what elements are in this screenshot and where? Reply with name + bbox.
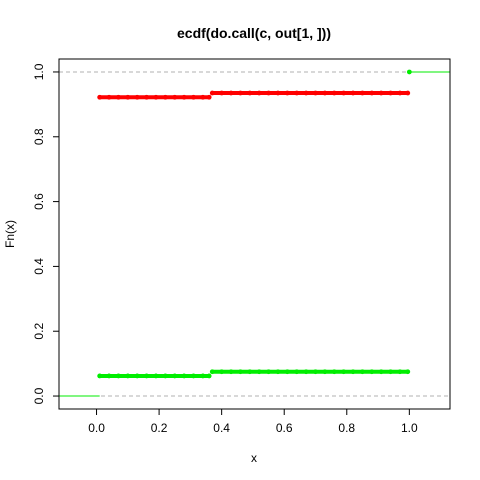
- series-green-point-16: [238, 369, 243, 375]
- series-green-point-27: [341, 369, 347, 375]
- series-layer: [97, 69, 412, 379]
- series-green-point-13: [209, 369, 215, 375]
- x-tick-label-0: 0.0: [88, 421, 105, 435]
- series-green-point-6: [153, 373, 159, 379]
- series-red-point-3: [125, 94, 131, 100]
- series-green-point-12: [206, 373, 212, 379]
- series-green-point-32: [388, 369, 393, 375]
- y-tick-label-3: 0.6: [32, 193, 46, 210]
- series-green-point-0: [97, 373, 103, 379]
- series-red-point-15: [228, 90, 234, 96]
- series-red-point-20: [275, 90, 281, 96]
- series-green: [97, 69, 412, 379]
- series-green-point-8: [172, 373, 178, 379]
- series-red-point-28: [350, 90, 356, 96]
- series-red-point-17: [247, 90, 253, 96]
- series-green-point-1: [106, 373, 112, 379]
- reference-lines: [59, 71, 450, 397]
- series-green-point-14: [219, 369, 225, 375]
- series-red-point-24: [313, 90, 318, 96]
- series-red-point-33: [397, 90, 403, 96]
- series-red-point-16: [238, 90, 243, 96]
- series-green-point-18: [256, 369, 262, 375]
- series-red-point-11: [200, 94, 206, 100]
- series-red-point-25: [322, 90, 328, 96]
- series-green-point-2: [116, 373, 121, 379]
- series-green-point-9: [181, 373, 187, 379]
- series-green-point-10: [191, 373, 196, 379]
- series-green-point-28: [350, 369, 356, 375]
- series-red-point-4: [134, 94, 140, 100]
- series-green-point-30: [369, 369, 375, 375]
- series-green-point-34: [405, 369, 411, 375]
- series-red-point-29: [360, 90, 365, 96]
- series-red-point-30: [369, 90, 375, 96]
- series-red-point-8: [172, 94, 178, 100]
- series-red-point-34: [405, 90, 411, 96]
- x-axis: 0.0 0.2 0.4 0.6 0.8 1.0: [88, 409, 418, 435]
- series-green-point-33: [397, 369, 403, 375]
- series-red-point-0: [97, 94, 103, 100]
- series-green-point-11: [200, 373, 206, 379]
- series-red-point-23: [303, 90, 309, 96]
- series-green-point-23: [303, 369, 309, 375]
- series-green-point-15: [228, 369, 234, 375]
- series-red-point-1: [106, 94, 112, 100]
- y-tick-label-5: 1.0: [32, 63, 46, 80]
- x-tick-label-4: 0.8: [338, 421, 355, 435]
- series-red-point-26: [331, 90, 337, 96]
- series-green-point-20: [275, 369, 281, 375]
- chart-title: ecdf(do.call(c, out[1, ])): [177, 25, 331, 41]
- x-tick-label-5: 1.0: [401, 421, 418, 435]
- series-red-point-18: [256, 90, 262, 96]
- series-red-point-5: [144, 94, 149, 100]
- series-red-point-27: [341, 90, 347, 96]
- x-tick-label-1: 0.2: [151, 421, 168, 435]
- y-axis-label: Fn(x): [3, 220, 17, 248]
- series-red: [97, 90, 411, 100]
- y-axis: 0.0 0.2 0.4 0.6 0.8 1.0: [32, 63, 59, 404]
- series-red-point-9: [181, 94, 187, 100]
- series-red-point-32: [388, 90, 393, 96]
- series-red-point-2: [116, 94, 121, 100]
- series-red-point-19: [266, 90, 271, 96]
- series-green-point-22: [294, 369, 300, 375]
- x-tick-label-2: 0.4: [213, 421, 230, 435]
- series-green-point-4: [134, 373, 140, 379]
- x-axis-label: x: [251, 451, 257, 465]
- series-green-point-3: [125, 373, 131, 379]
- series-green-point-29: [360, 369, 365, 375]
- series-red-point-13: [209, 90, 215, 96]
- x-tick-label-3: 0.6: [276, 421, 293, 435]
- series-green-point-25: [322, 369, 328, 375]
- series-green-point-24: [313, 369, 318, 375]
- y-tick-label-4: 0.8: [32, 128, 46, 145]
- series-red-point-22: [294, 90, 300, 96]
- ecdf-tails: [59, 71, 450, 397]
- plot-frame: [58, 58, 451, 410]
- series-red-point-21: [284, 90, 290, 96]
- y-tick-label-2: 0.4: [32, 258, 46, 275]
- series-green-point-5: [144, 373, 149, 379]
- series-green-point-26: [331, 369, 337, 375]
- series-green-point-7: [162, 373, 168, 379]
- series-green-point-17: [247, 369, 253, 375]
- series-red-point-10: [191, 94, 196, 100]
- series-red-point-31: [378, 90, 384, 96]
- series-red-point-12: [206, 94, 212, 100]
- series-green-point-31: [378, 369, 384, 375]
- series-red-point-6: [153, 94, 159, 100]
- series-green-point-19: [266, 369, 271, 375]
- y-tick-label-0: 0.0: [32, 387, 46, 404]
- y-tick-label-1: 0.2: [32, 323, 46, 340]
- series-red-point-7: [162, 94, 168, 100]
- series-green-point-21: [284, 369, 290, 375]
- series-red-point-14: [219, 90, 225, 96]
- series-green-point-35: [406, 69, 412, 75]
